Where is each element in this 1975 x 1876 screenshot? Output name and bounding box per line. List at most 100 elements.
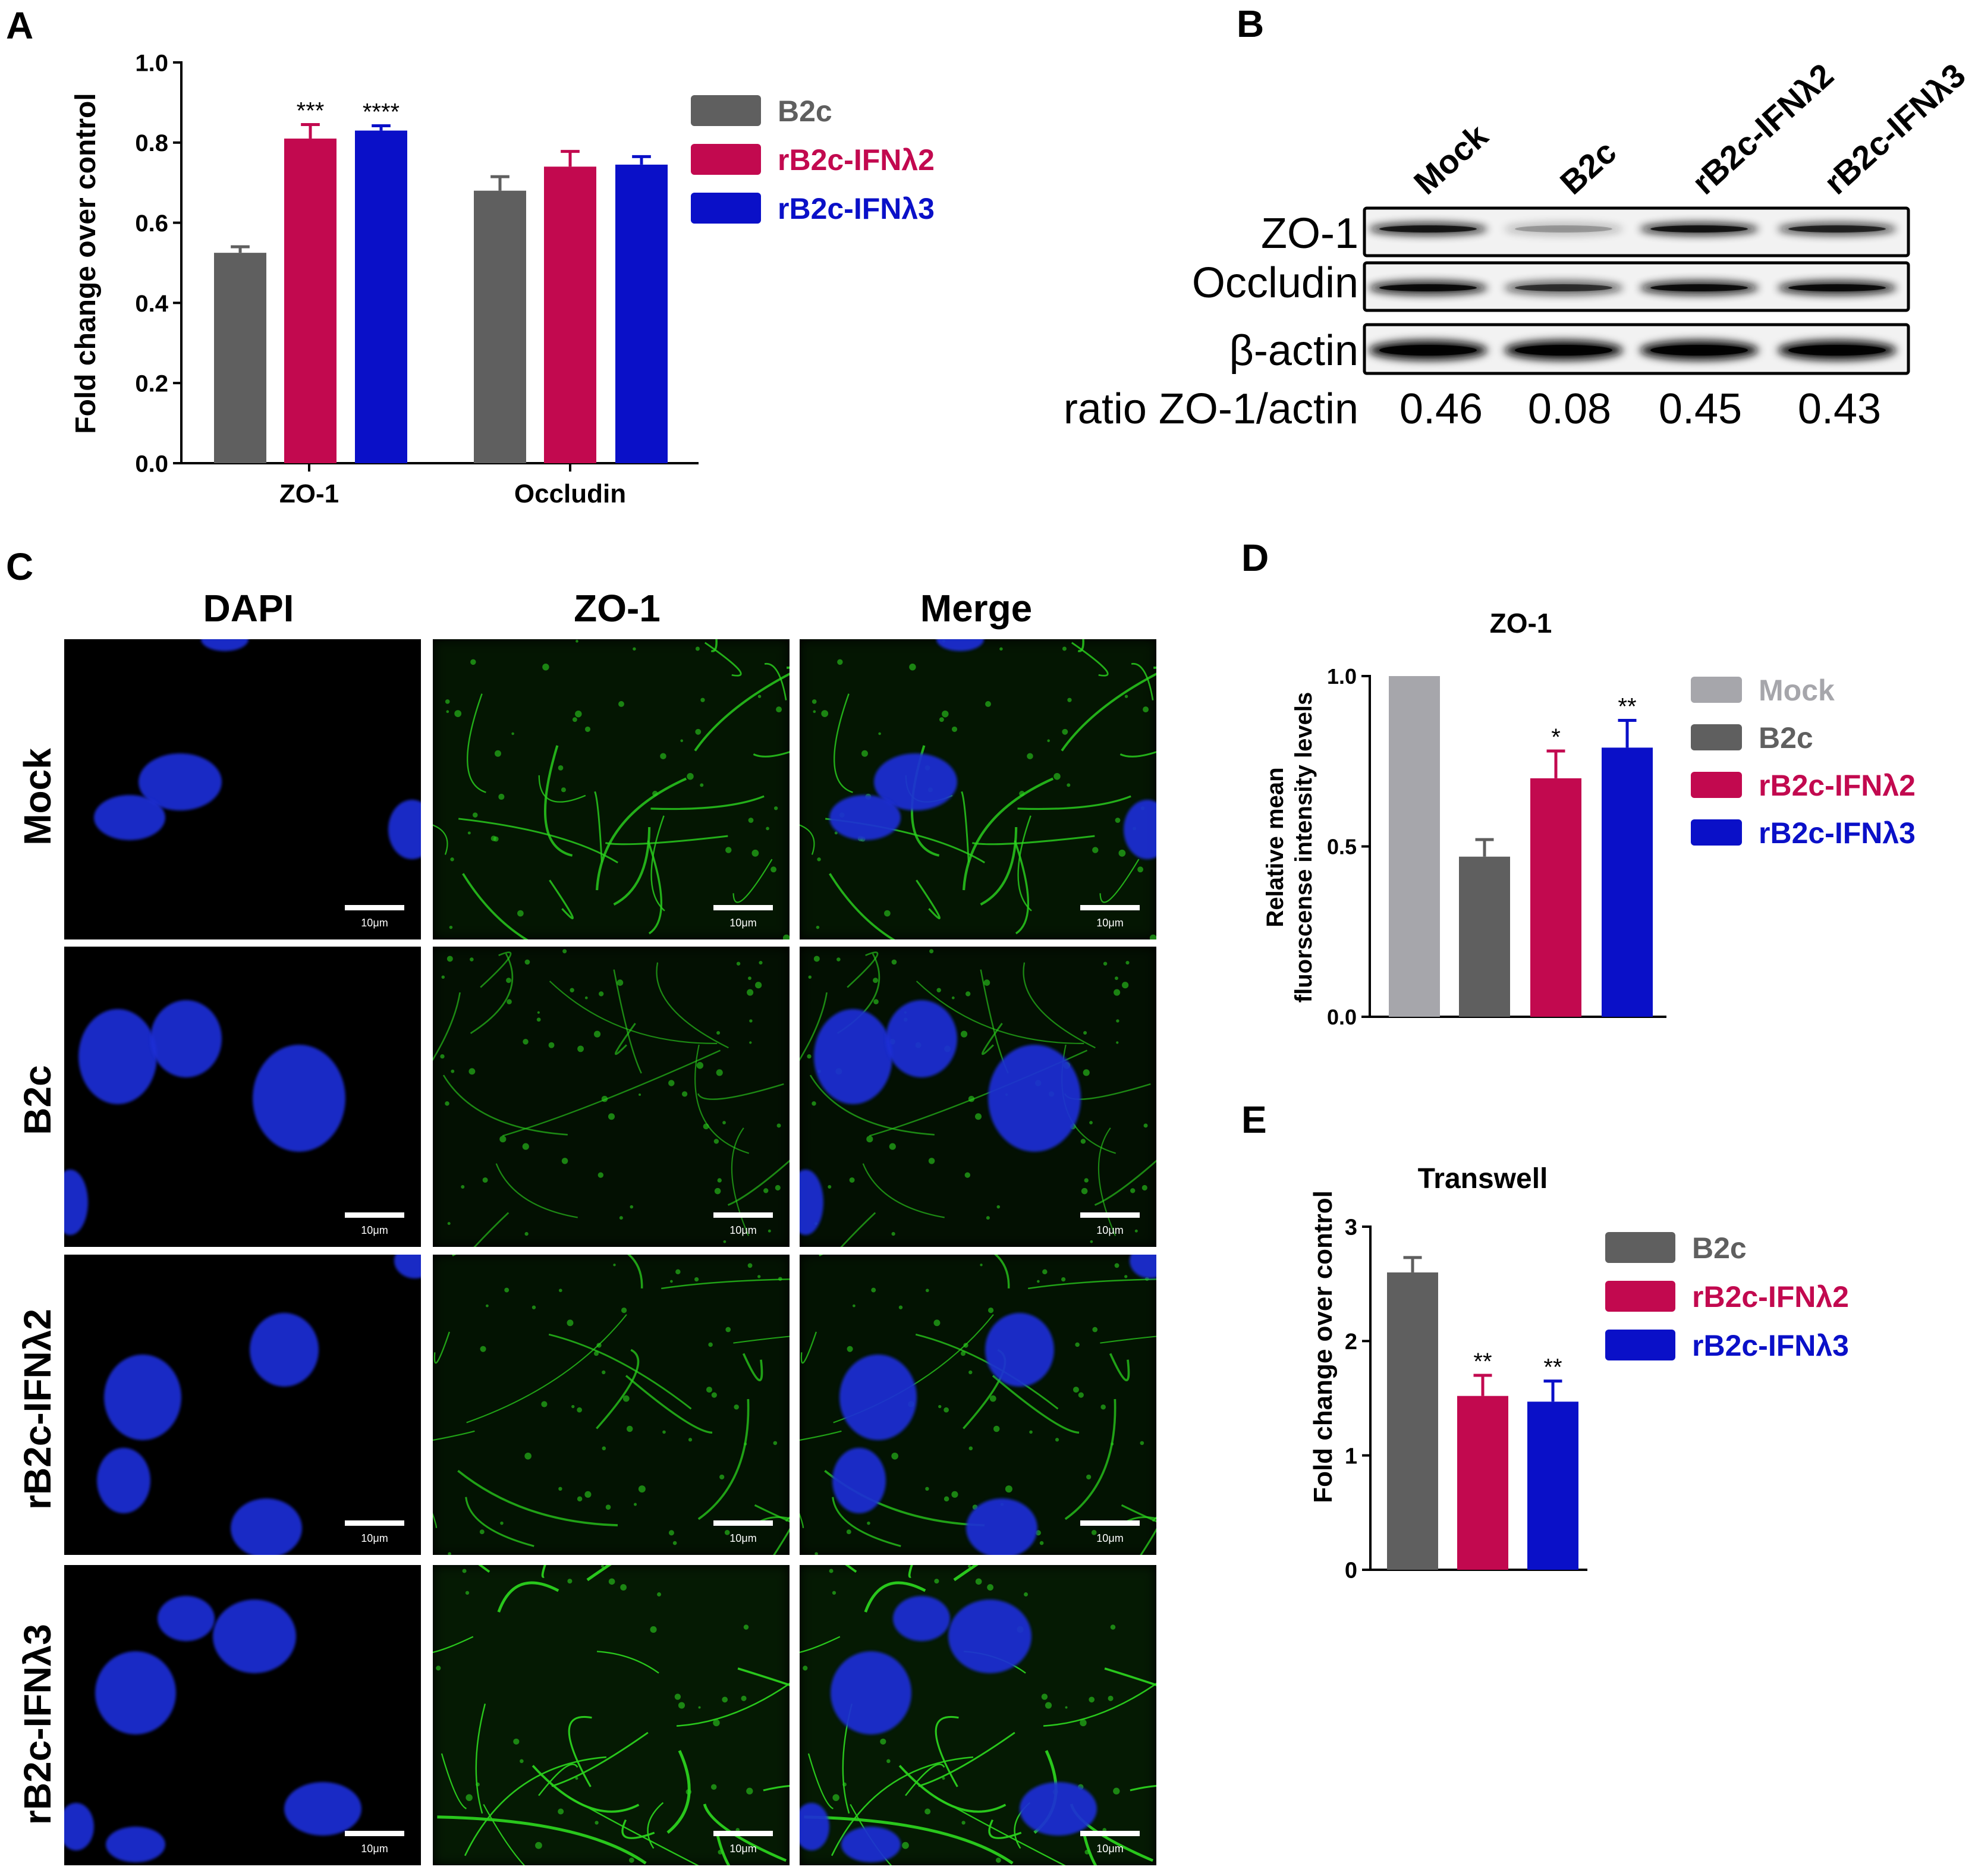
zo1-junction [442,1074,568,1136]
zo1-puncta [1124,695,1128,698]
zo1-puncta [963,1343,968,1348]
chart-d-y-axis-label-line2: fluorscense intensity levels [1291,692,1317,1003]
zo1-puncta [561,787,566,793]
zo1-puncta [909,664,916,671]
chart-a: Fold change over control 0.0 0.2 0.4 0.6 0.8… [70,50,935,508]
legend-swatch [1691,819,1742,846]
zo1-puncta [1140,1441,1144,1446]
lane-label: rB2c-IFNλ2 [1685,56,1841,202]
zo1-puncta [1089,1696,1095,1703]
legend-label: rB2c-IFNλ2 [1692,1280,1849,1313]
scale-bar-label: 10μm [729,1224,756,1236]
zo1-puncta [468,1068,476,1075]
zo1-puncta [716,1030,721,1035]
scale-bar [1080,1831,1140,1836]
legend-swatch [1691,772,1742,798]
zo1-puncta [1047,739,1050,743]
zo1-junction [656,962,729,1049]
zo1-junction [935,1796,1066,1865]
dapi-nucleus [213,1600,296,1673]
zo1-puncta [461,1185,465,1189]
microscopy-grid: DAPI ZO-1 Merge Mock B2c rB2c-IFNλ2 rB2c-IFNλ3… [16,587,1156,1865]
y-tick-label: 1.0 [1327,664,1357,689]
zo1-junction [847,951,879,988]
zo1-junction [1126,1516,1156,1523]
zo1-puncta [1122,982,1129,989]
zo1-junction [458,818,618,863]
y-tick-label: 0.6 [135,210,168,237]
dapi-nucleus [841,1827,901,1862]
zo1-puncta [1141,1184,1147,1191]
dapi-nucleus [800,1170,823,1235]
blot-band-core [1788,225,1886,232]
zo1-puncta [778,1277,782,1281]
zo1-puncta [608,1113,615,1120]
zo1-puncta [816,925,820,929]
zo1-puncta [944,1407,949,1413]
zo1-puncta [472,812,478,818]
zo1-puncta [719,1474,725,1480]
zo1-puncta [938,1404,942,1409]
zo1-puncta [575,639,578,643]
chart-e-y-axis-label: Fold change over control [1309,1190,1338,1503]
zo1-puncta [467,831,471,835]
zo1-puncta [633,647,636,651]
zo1-junction [480,951,512,988]
legend-swatch [691,95,761,126]
scale-bar-label: 10μm [1096,1843,1123,1855]
zo1-junction [483,1803,526,1865]
zo1-junction [731,1127,750,1236]
zo1-puncta [1005,1485,1012,1493]
zo1-puncta [507,999,512,1005]
dapi-nucleus [886,1000,957,1077]
zo1-puncta [440,1054,445,1059]
zo1-background [433,639,790,939]
zo1-puncta [1039,1541,1044,1545]
bar-d-0-0 [1389,676,1440,1017]
zo1-puncta [942,711,949,718]
zo1-puncta [593,1351,599,1356]
dapi-nucleus [948,1600,1031,1673]
zo1-puncta [541,1401,548,1407]
zo1-puncta [747,989,754,996]
dapi-nucleus [831,1651,911,1734]
scale-bar-label: 10μm [729,1532,756,1544]
zo1-puncta [1083,1030,1087,1035]
scale-bar [1080,905,1140,910]
zo1-junction [625,1375,713,1434]
ratio-value: 0.08 [1528,385,1611,433]
zo1-junction [538,1764,578,1796]
zo1-puncta [1053,773,1061,780]
zo1-puncta [891,1231,895,1236]
scale-bar-label: 10μm [729,1843,756,1855]
zo1-puncta [1114,989,1121,996]
dapi-nucleus [1130,1255,1156,1278]
zo1-puncta [759,960,763,965]
microscopy-column-header: Merge [920,587,1033,630]
legend-label: B2c [778,95,832,128]
zo1-puncta [575,711,582,718]
zo1-puncta [1092,1327,1098,1333]
zo1-junction [961,791,970,863]
zo1-puncta [608,1578,615,1585]
zo1-junction [548,1333,692,1410]
significance-label: ** [1473,1349,1492,1375]
microscopy-tile-content: 10μm [97,1255,421,1555]
zo1-puncta [1027,753,1033,759]
dapi-nucleus [829,795,901,840]
zo1-junction [905,1764,945,1796]
zo1-puncta [849,1177,855,1183]
blot-band-core [1650,345,1748,356]
zo1-puncta [814,1552,818,1555]
zo1-junction [832,1497,901,1547]
dapi-nucleus [94,795,165,840]
y-tick-label: 0.8 [135,130,168,156]
zo1-puncta [621,1307,627,1313]
zo1-puncta [929,949,934,954]
panel-label-a: A [6,4,33,47]
zo1-puncta [1134,1229,1138,1233]
zo1-puncta [688,1438,693,1442]
zo1-puncta [695,646,700,651]
